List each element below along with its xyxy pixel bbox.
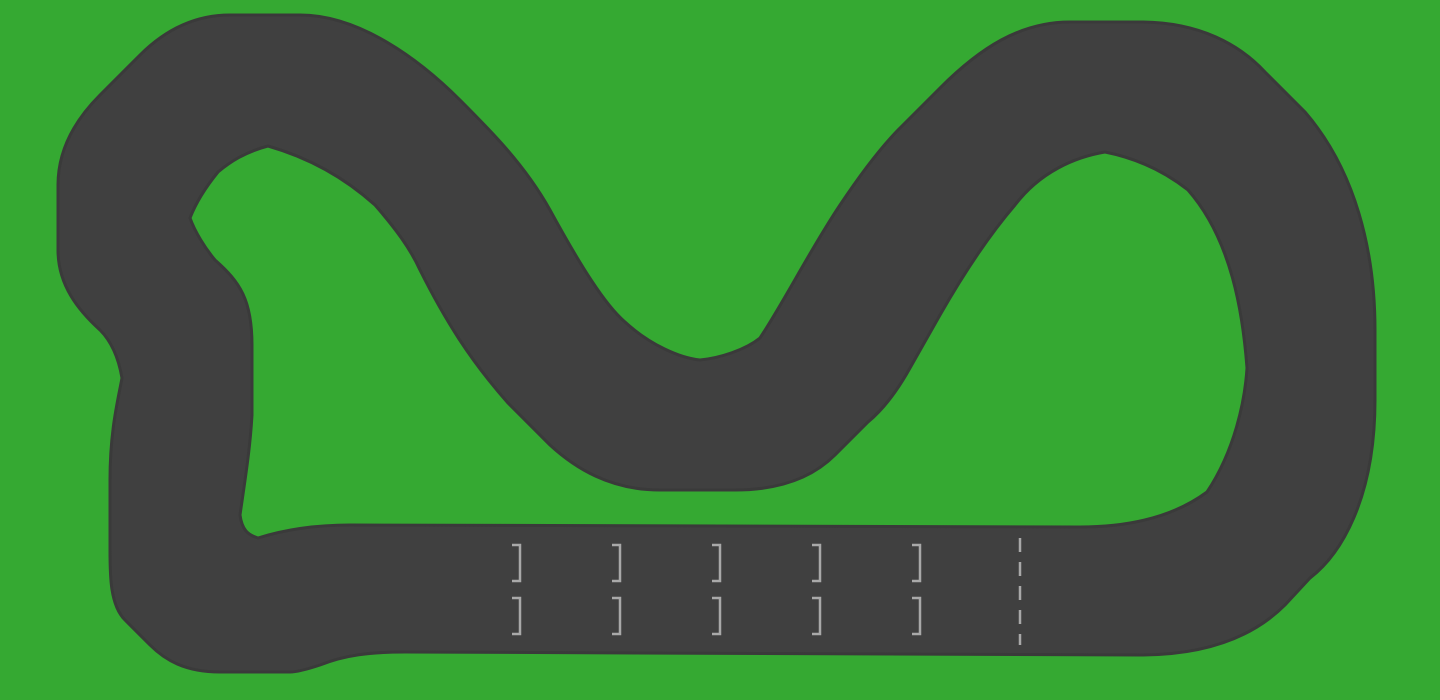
starting-grid-bottom-row xyxy=(512,596,922,636)
grid-slot xyxy=(712,596,722,636)
infield-grass xyxy=(188,144,1249,540)
starting-grid-top-row xyxy=(512,543,922,583)
grid-slot xyxy=(812,543,822,583)
grid-slot xyxy=(712,543,722,583)
grid-slot xyxy=(512,543,522,583)
grid-slot xyxy=(912,596,922,636)
grid-slot xyxy=(612,596,622,636)
grid-slot xyxy=(612,543,622,583)
grid-slot xyxy=(912,543,922,583)
grid-slot xyxy=(812,596,822,636)
grid-slot xyxy=(512,596,522,636)
